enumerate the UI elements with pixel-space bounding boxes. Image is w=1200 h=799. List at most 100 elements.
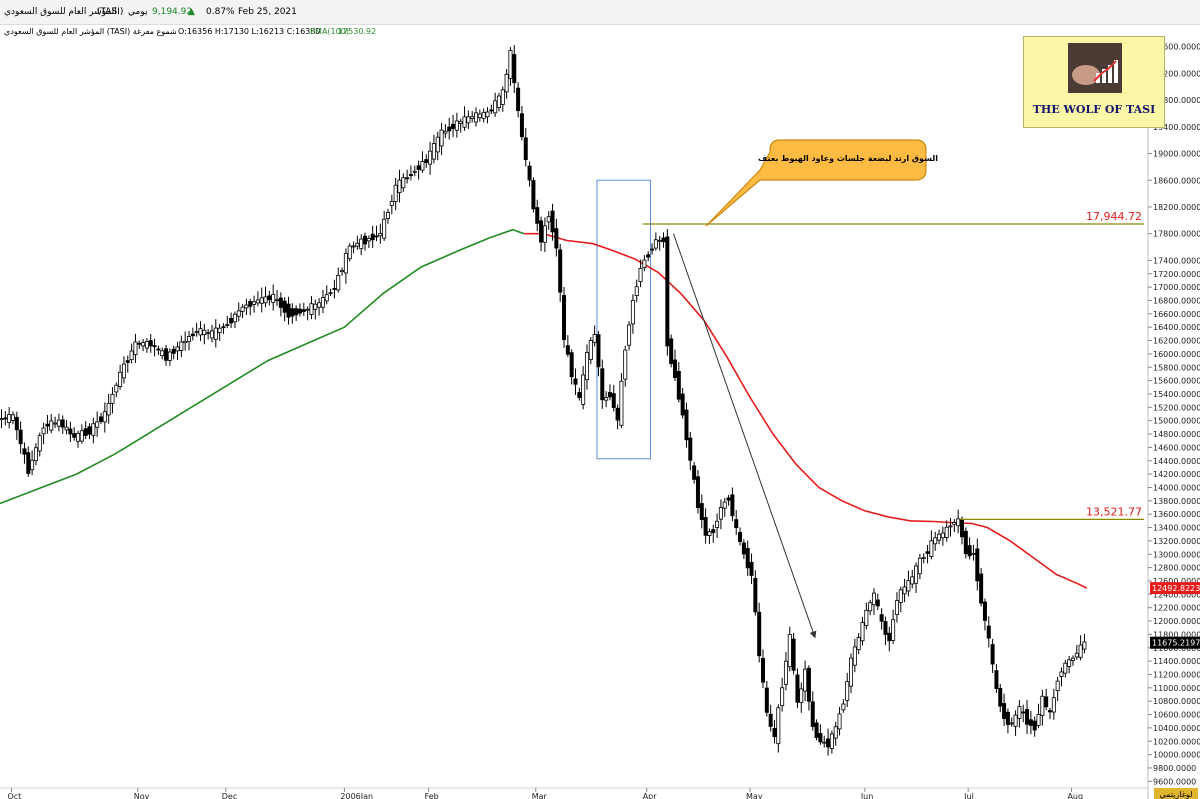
y-tick-label: 13800.0000 xyxy=(1153,497,1200,506)
candle-body xyxy=(554,228,559,249)
candle-body xyxy=(512,54,517,84)
up-arrow-icon: ▲ xyxy=(188,7,195,17)
candle-body xyxy=(485,111,490,118)
candle-body xyxy=(64,426,69,431)
candle-body xyxy=(615,407,620,421)
candle-body xyxy=(194,331,199,334)
y-tick-label: 16400.0000 xyxy=(1153,323,1200,332)
header-date: Feb 25, 2021 xyxy=(238,7,297,17)
candle-body xyxy=(393,184,398,202)
candle-body xyxy=(1005,711,1010,725)
candle-body xyxy=(412,170,417,173)
candle-body xyxy=(217,327,222,333)
candle-body xyxy=(914,565,919,584)
ema-label: EMA(100) xyxy=(310,27,349,36)
candle-body xyxy=(581,374,586,405)
candle-body xyxy=(83,428,88,436)
candle-body xyxy=(937,533,942,541)
candle-body xyxy=(141,342,146,347)
candle-body xyxy=(408,174,413,176)
candle-body xyxy=(125,360,130,363)
candle-body xyxy=(703,516,708,536)
x-tick-label: Feb xyxy=(425,792,439,799)
candle-body xyxy=(324,294,329,302)
candle-body xyxy=(435,136,440,153)
candle-body xyxy=(259,297,264,304)
candle-body xyxy=(527,165,532,181)
candle-body xyxy=(1021,711,1026,714)
resistance-label: 13,521.77 xyxy=(1086,505,1142,518)
candle-body xyxy=(891,619,896,641)
candle-body xyxy=(699,503,704,520)
y-tick-label: 13000.0000 xyxy=(1153,550,1200,559)
candle-body xyxy=(278,297,283,308)
candle-body xyxy=(707,531,712,536)
candle-body xyxy=(1063,662,1068,674)
candle-body xyxy=(684,409,689,441)
candle-body xyxy=(359,238,364,250)
candle-body xyxy=(378,233,383,237)
y-tick-label: 15400.0000 xyxy=(1153,390,1200,399)
candle-body xyxy=(604,397,609,401)
candle-body xyxy=(868,602,873,612)
y-tick-label: 9600.0000 xyxy=(1153,777,1196,786)
candle-body xyxy=(202,329,207,336)
candle-body xyxy=(695,476,700,508)
candle-body xyxy=(535,207,540,224)
candle-body xyxy=(787,633,792,668)
candle-body xyxy=(496,95,501,108)
candle-body xyxy=(401,177,406,189)
candle-body xyxy=(653,239,658,249)
candle-body xyxy=(871,592,876,606)
candle-body xyxy=(297,308,302,314)
candle-body xyxy=(183,340,188,344)
candle-body xyxy=(363,235,368,245)
header-interval[interactable]: يومي xyxy=(128,7,148,17)
price-chart[interactable]: 9600.0000 9800.0000 10000.0000 10200.0000 10… xyxy=(0,40,1200,799)
candle-body xyxy=(10,414,15,421)
candle-body xyxy=(332,288,337,290)
candle-body xyxy=(921,557,926,559)
y-tick-label: 19400.0000 xyxy=(1153,123,1200,132)
sub-description: المؤشر العام للسوق السعودي (TASI) شموع م… xyxy=(4,27,177,36)
candle-body xyxy=(98,416,103,422)
y-tick-label: 12400.0000 xyxy=(1153,590,1200,599)
candle-body xyxy=(30,459,35,471)
candle-body xyxy=(26,452,31,474)
candle-body xyxy=(462,116,467,128)
y-tick-label: 17000.0000 xyxy=(1153,283,1200,292)
y-tick-label: 14200.0000 xyxy=(1153,470,1200,479)
candle-body xyxy=(305,308,310,311)
candle-body xyxy=(619,380,624,426)
y-tick-label: 17200.0000 xyxy=(1153,270,1200,279)
y-tick-label: 14000.0000 xyxy=(1153,483,1200,492)
header-last-value: 9,194.92 xyxy=(152,7,193,17)
candle-body xyxy=(152,345,157,348)
y-tick-label: 10800.0000 xyxy=(1153,697,1200,706)
candle-body xyxy=(730,494,735,517)
x-tick-label: 2006Jan xyxy=(340,792,373,799)
candle-body xyxy=(546,216,551,223)
candle-body xyxy=(650,248,655,251)
candle-body xyxy=(814,722,819,738)
candle-body xyxy=(405,177,410,180)
candle-body xyxy=(0,418,4,421)
y-axis-panel xyxy=(1148,40,1200,799)
candle-body xyxy=(489,109,494,112)
header-change-pct: 0.87% xyxy=(206,7,235,17)
candle-body xyxy=(209,330,214,339)
candle-body xyxy=(875,599,880,607)
candle-body xyxy=(1013,714,1018,727)
candle-body xyxy=(1040,695,1045,716)
y-tick-label: 10600.0000 xyxy=(1153,711,1200,720)
candle-body xyxy=(795,674,800,703)
candle-body xyxy=(49,420,54,431)
candle-body xyxy=(776,707,781,745)
log-scale-label: لوغاريتمي xyxy=(1160,790,1193,799)
candle-body xyxy=(236,310,241,317)
y-tick-label: 11200.0000 xyxy=(1153,670,1200,679)
candle-body xyxy=(271,294,276,303)
candle-body xyxy=(780,687,785,707)
candle-body xyxy=(336,275,341,291)
candle-body xyxy=(849,657,854,687)
